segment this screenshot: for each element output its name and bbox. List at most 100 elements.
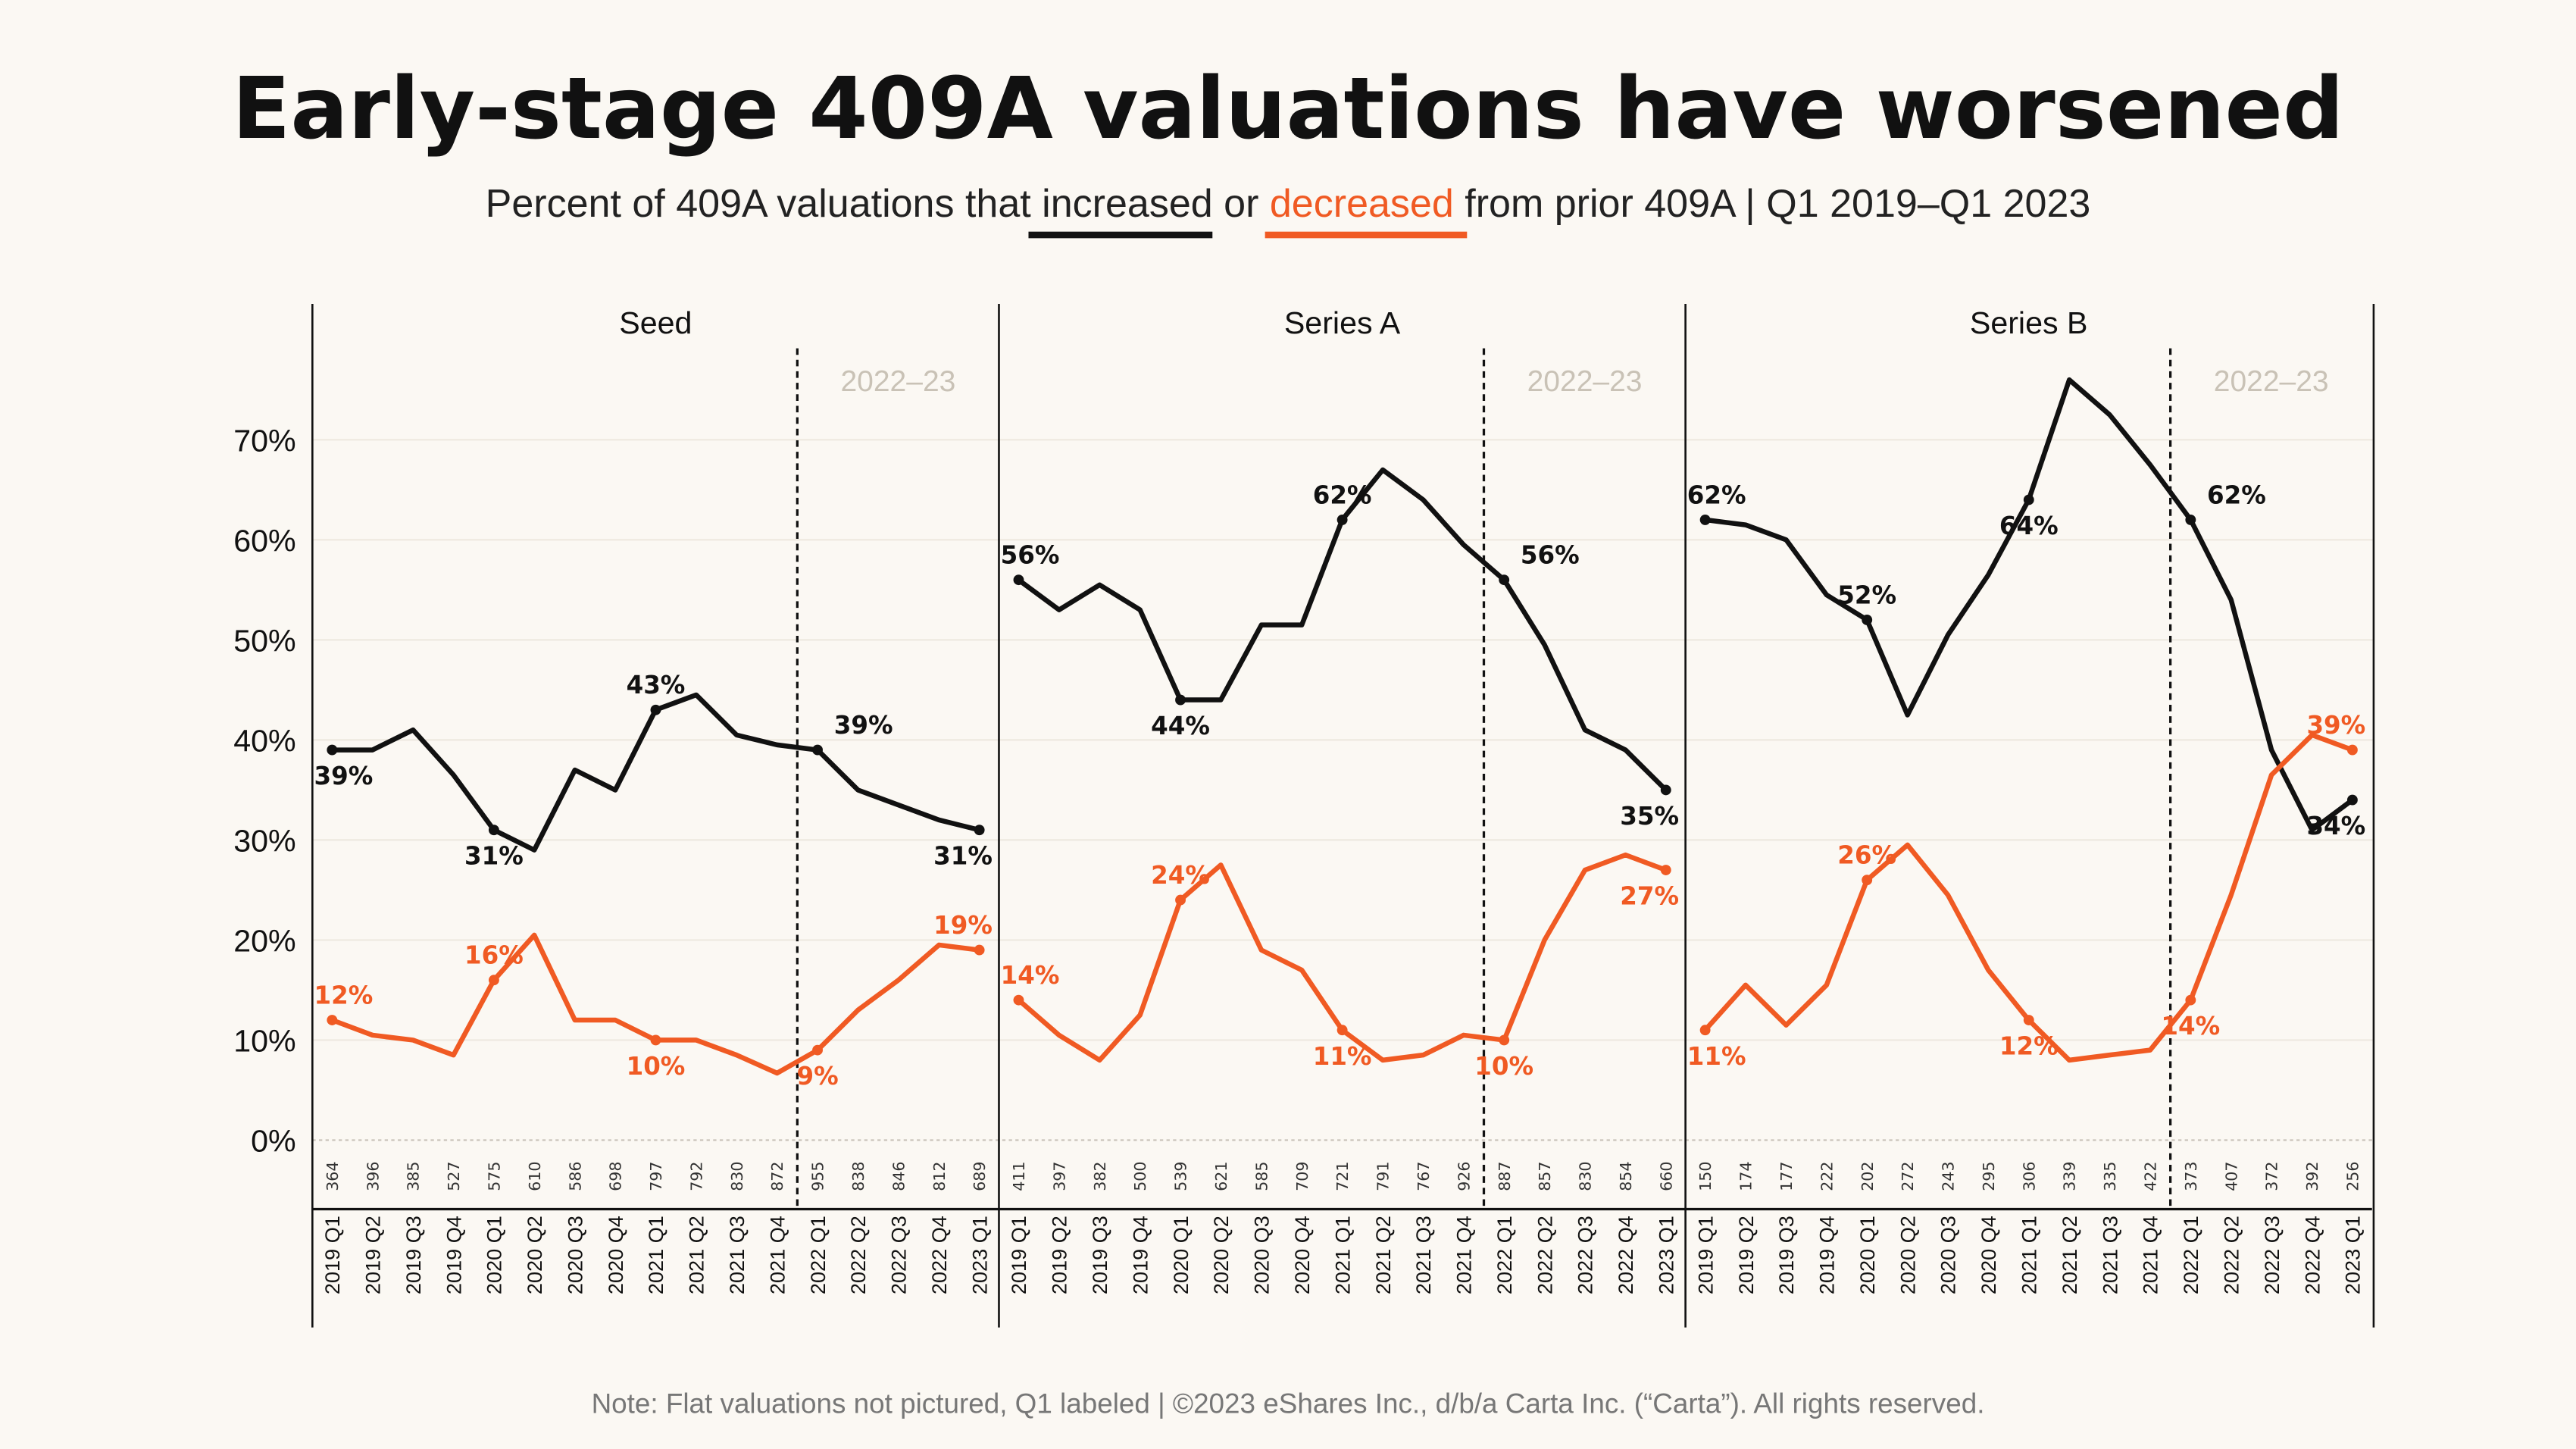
data-label: 27%	[1620, 882, 1679, 911]
footer-note: Note: Flat valuations not pictured, Q1 l…	[592, 1388, 1985, 1419]
sample-count: 256	[2343, 1162, 2362, 1191]
plot-area: Seed 2022–23 364 396 385 527 575 610 586 698 797 79…	[311, 304, 2375, 1328]
data-label: 62%	[1687, 480, 1746, 509]
data-point-decreased	[2023, 1015, 2034, 1025]
panel-seed: Seed 2022–23 364 396 385 527 575 610 586 698 797 79…	[311, 304, 999, 1328]
x-tick-label: 2021 Q4	[1452, 1216, 1476, 1294]
x-tick-label: 2022 Q3	[1574, 1216, 1597, 1294]
x-tick-label: 2021 Q2	[1371, 1216, 1395, 1294]
x-tick-label: 2022 Q2	[846, 1216, 870, 1294]
data-label: 56%	[1521, 540, 1580, 569]
x-tick-label: 2021 Q1	[2018, 1216, 2041, 1294]
x-tick-label: 2020 Q2	[1209, 1216, 1233, 1294]
sample-count: 407	[2222, 1162, 2240, 1191]
legend-decreased-swatch	[1265, 231, 1468, 239]
sample-count: 792	[687, 1162, 705, 1191]
x-tick-label: 2022 Q3	[887, 1216, 911, 1294]
data-point-decreased	[1660, 865, 1671, 875]
data-label: 26%	[1837, 841, 1896, 870]
sample-count: 385	[405, 1162, 423, 1191]
sample-count: 830	[1577, 1162, 1595, 1191]
sample-count: 174	[1737, 1162, 1755, 1191]
x-tick-label: 2019 Q4	[1815, 1216, 1839, 1294]
sample-count: 364	[324, 1162, 342, 1191]
data-label: 10%	[627, 1052, 686, 1081]
sample-count: 527	[445, 1162, 463, 1191]
x-tick-label: 2022 Q2	[1533, 1216, 1556, 1294]
sample-count: 872	[768, 1162, 786, 1191]
sample-count: 854	[1617, 1162, 1635, 1191]
y-tick-label: 70%	[233, 423, 295, 458]
data-point-decreased	[1499, 1034, 1510, 1046]
x-tick-label: 2020 Q2	[523, 1216, 546, 1294]
sample-count: 397	[1050, 1162, 1068, 1191]
sample-count: 392	[2303, 1162, 2321, 1191]
sample-count: 709	[1293, 1162, 1311, 1191]
sample-count: 846	[889, 1162, 908, 1191]
x-tick-label: 2023 Q1	[2341, 1216, 2365, 1294]
x-tick-label: 2022 Q4	[927, 1216, 951, 1294]
data-point-increased	[2023, 494, 2034, 505]
data-point-increased	[1499, 574, 1510, 586]
data-point-increased	[812, 744, 823, 756]
series-line-increased	[1705, 377, 2354, 833]
data-label: 64%	[1999, 512, 2059, 540]
sample-count: 150	[1696, 1162, 1715, 1191]
x-tick-label: 2019 Q2	[361, 1216, 384, 1294]
sample-count: 411	[1010, 1162, 1028, 1191]
data-label: 24%	[1151, 861, 1210, 890]
data-label: 39%	[2306, 711, 2365, 740]
panel-title: Series B	[1970, 305, 2088, 340]
x-tick-label: 2019 Q4	[442, 1216, 465, 1294]
sample-count: 955	[809, 1162, 827, 1191]
sample-count: 689	[971, 1162, 989, 1191]
legend-increased-swatch	[1028, 231, 1213, 239]
data-point-decreased	[1862, 875, 1873, 886]
x-tick-label: 2020 Q1	[1855, 1216, 1879, 1294]
x-tick-label: 2021 Q4	[2139, 1216, 2162, 1294]
x-tick-label: 2022 Q1	[2179, 1216, 2202, 1294]
data-point-increased	[1862, 615, 1873, 625]
sample-count: 222	[1818, 1162, 1836, 1191]
data-label: 31%	[464, 842, 524, 871]
sample-count: 177	[1777, 1162, 1796, 1191]
sample-count: 887	[1496, 1162, 1514, 1191]
data-point-increased	[1175, 694, 1186, 706]
sample-count: 295	[1980, 1162, 1998, 1191]
period-label: 2022–23	[1527, 365, 1643, 398]
sample-count: 306	[2020, 1162, 2038, 1191]
period-label: 2022–23	[2214, 365, 2329, 398]
legend-increased: increased	[1042, 182, 1213, 226]
legend-decreased: decreased	[1270, 182, 1454, 226]
x-tick-label: 2020 Q1	[1169, 1216, 1193, 1294]
panel-series-b: Series B 2022–23 150 174 177 222 202 272 243 295 3…	[1684, 304, 2375, 1328]
sample-count: 698	[607, 1162, 625, 1191]
sample-count: 335	[2101, 1162, 2119, 1191]
sample-count: 396	[364, 1162, 382, 1191]
data-label: 39%	[834, 711, 893, 740]
sample-count: 610	[526, 1162, 544, 1191]
sample-count: 797	[647, 1162, 665, 1191]
x-tick-label: 2023 Q1	[968, 1216, 991, 1294]
data-label: 62%	[2207, 480, 2266, 509]
sample-count: 339	[2061, 1162, 2079, 1191]
sample-count: 373	[2182, 1162, 2200, 1191]
data-point-increased	[650, 704, 661, 715]
chart-subtitle: Percent of 409A valuations that increase…	[486, 182, 2091, 226]
data-label: 62%	[1313, 480, 1372, 509]
data-label: 44%	[1151, 712, 1210, 740]
data-label: 39%	[314, 762, 373, 790]
data-label: 34%	[2306, 812, 2365, 840]
y-tick-label: 40%	[233, 724, 295, 759]
x-tick-label: 2022 Q1	[1493, 1216, 1516, 1294]
data-label: 19%	[933, 911, 993, 940]
data-label: 12%	[1999, 1032, 2059, 1061]
data-point-decreased	[327, 1015, 338, 1025]
sample-count: 422	[2142, 1162, 2160, 1191]
data-label: 10%	[1474, 1052, 1533, 1081]
x-tick-label: 2022 Q4	[2300, 1216, 2324, 1294]
sample-count: 585	[1252, 1162, 1271, 1191]
x-tick-label: 2020 Q1	[483, 1216, 506, 1294]
data-point-increased	[488, 825, 499, 836]
x-tick-label: 2021 Q1	[644, 1216, 667, 1294]
